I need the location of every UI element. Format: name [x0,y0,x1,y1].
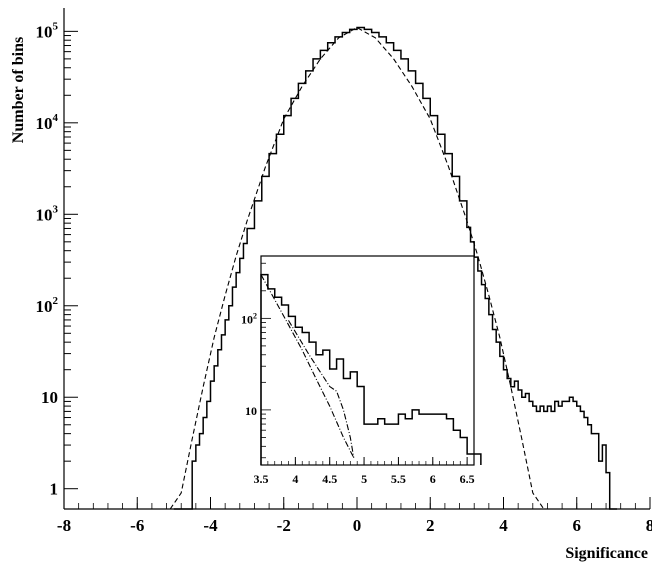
inset-y-tick-label: 102 [241,311,257,326]
x-axis-title: Significance [565,545,648,562]
y-axis-title: Number of bins [10,37,27,143]
inset-data-histogram-line [260,273,482,465]
inset-x-tick-label: 5.5 [391,472,406,486]
main-series-group [169,26,618,510]
y-tick-label: 10 [41,388,58,407]
inset-x-tick-label: 6.5 [460,472,475,486]
x-tick-label: -8 [57,516,71,535]
inset-fit-dashdot-line [260,274,355,458]
inset-y-tick-label: 10 [245,404,257,418]
y-tick-label: 105 [36,20,59,41]
x-tick-label: 6 [573,516,582,535]
inset-series-group [260,273,482,465]
inset-plot: 3.5 4 4.5 5 5.5 6 6.5 10 102 [241,255,482,486]
inset-x-tick-label: 4.5 [322,472,337,486]
x-tick-label: -2 [277,516,291,535]
inset-x-tick-label: 3.5 [254,472,269,486]
inset-axis-ticks: 3.5 4 4.5 5 5.5 6 6.5 10 102 [241,262,475,486]
inset-x-tick-label: 5 [361,472,367,486]
y-tick-label: 1 [50,480,59,499]
gaussian-fit-dashed-line [169,26,545,510]
y-tick-label: 104 [36,112,59,133]
x-tick-label: -4 [203,516,218,535]
x-tick-label: 8 [646,516,652,535]
x-tick-label: 4 [499,516,508,535]
inset-frame [260,255,475,466]
inset-x-tick-label: 4 [292,472,298,486]
y-tick-label: 102 [36,295,59,316]
data-histogram-line [173,26,618,510]
x-tick-label: 0 [353,516,362,535]
x-tick-label: 2 [426,516,435,535]
y-tick-label: 103 [36,203,59,224]
main-axis-labels: Significance Number of bins [10,37,648,562]
x-tick-label: -6 [130,516,144,535]
inset-x-tick-label: 6 [430,472,436,486]
inset-fit-dashdot-line-2 [288,320,355,458]
